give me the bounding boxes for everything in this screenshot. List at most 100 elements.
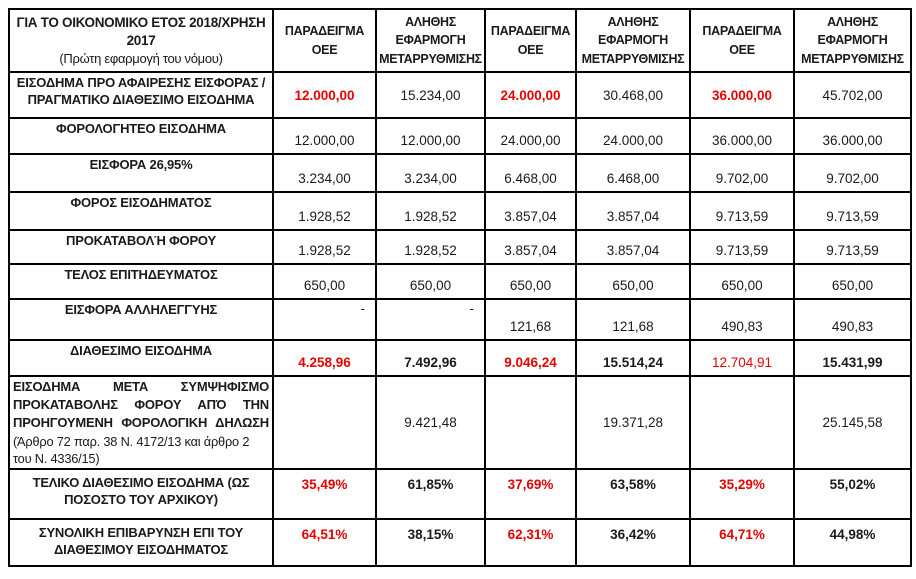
value-cell: 1.928,52 bbox=[272, 191, 377, 231]
value-cell: 650,00 bbox=[375, 263, 486, 300]
value-cell: 9.702,00 bbox=[793, 153, 912, 193]
value-cell: 24.000,00 bbox=[484, 71, 577, 119]
value-cell: 44,98% bbox=[793, 518, 912, 568]
value-cell: 3.234,00 bbox=[272, 153, 377, 193]
value-cell: 36.000,00 bbox=[793, 117, 912, 155]
value-cell: 9.046,24 bbox=[484, 339, 577, 377]
value-cell: 15.514,24 bbox=[575, 339, 691, 377]
row-final-disposable-income-pct: ΤΕΛΙΚΟ ΔΙΑΘΕΣΙΜΟ ΕΙΣΟΔΗΜΑ (ΩΣ ΠΟΣΟΣΤΟ ΤΟ… bbox=[8, 468, 912, 521]
row-income-before-contribution: ΕΙΣΟΔΗΜΑ ΠΡΟ ΑΦΑΙΡΕΣΗΣ ΕΙΣΦΟΡΑΣ /ΠΡΑΓΜΑΤ… bbox=[8, 71, 912, 119]
value-cell: 1.928,52 bbox=[375, 191, 486, 231]
value-cell: 12.000,00 bbox=[375, 117, 486, 155]
row-label: ΕΙΣΟΔΗΜΑ ΠΡΟ ΑΦΑΙΡΕΣΗΣ ΕΙΣΦΟΡΑΣ /ΠΡΑΓΜΑΤ… bbox=[8, 71, 274, 119]
col-header-reform-2: ΑΛΗΘΗΣ ΕΦΑΡΜΟΓΗ ΜΕΤΑΡΡΥΘΜΙΣΗΣ bbox=[575, 8, 691, 73]
value-cell: 7.492,96 bbox=[375, 339, 486, 377]
row-taxable-income: ΦΟΡΟΛΟΓΗΤΕΟ ΕΙΣΟΔΗΜΑ 12.000,00 12.000,00… bbox=[8, 117, 912, 155]
value-cell: 64,71% bbox=[689, 518, 795, 568]
value-cell: 36.000,00 bbox=[689, 71, 795, 119]
value-cell: 9.713,59 bbox=[793, 229, 912, 265]
value-cell: 650,00 bbox=[272, 263, 377, 300]
value-cell: 12.704,91 bbox=[689, 339, 795, 377]
value-cell: 61,85% bbox=[375, 468, 486, 521]
value-cell: 36,42% bbox=[575, 518, 691, 568]
value-cell: 1.928,52 bbox=[272, 229, 377, 265]
value-cell: 24.000,00 bbox=[484, 117, 577, 155]
table-subtitle: (Πρώτη εφαρμογή του νόμου) bbox=[59, 50, 223, 66]
row-label: ΤΕΛΟΣ ΕΠΙΤΗΔΕΥΜΑΤΟΣ bbox=[8, 263, 274, 300]
value-cell: 3.857,04 bbox=[484, 229, 577, 265]
value-cell: 650,00 bbox=[575, 263, 691, 300]
value-cell: 55,02% bbox=[793, 468, 912, 521]
value-cell: 12.000,00 bbox=[272, 117, 377, 155]
row-label: ΔΙΑΘΕΣΙΜΟ ΕΙΣΟΔΗΜΑ bbox=[8, 339, 274, 377]
value-cell: 24.000,00 bbox=[575, 117, 691, 155]
value-cell: 62,31% bbox=[484, 518, 577, 568]
row-label-note: (Άρθρο 72 παρ. 38 Ν. 4172/13 και άρθρο 2… bbox=[13, 433, 250, 467]
value-cell: 36.000,00 bbox=[689, 117, 795, 155]
tax-comparison-table: ΓΙΑ ΤΟ ΟΙΚΟΝΟΜΙΚΟ ΕΤΟΣ 2018/ΧΡΗΣΗ 2017 (… bbox=[8, 8, 912, 568]
value-cell: 63,58% bbox=[575, 468, 691, 521]
value-cell: 121,68 bbox=[575, 298, 691, 341]
value-cell: 19.371,28 bbox=[575, 374, 691, 471]
table-title: ΓΙΑ ΤΟ ΟΙΚΟΝΟΜΙΚΟ ΕΤΟΣ 2018/ΧΡΗΣΗ 2017 bbox=[16, 14, 266, 48]
value-cell: 3.857,04 bbox=[575, 191, 691, 231]
tax-table-page: ΓΙΑ ΤΟ ΟΙΚΟΝΟΜΙΚΟ ΕΤΟΣ 2018/ΧΡΗΣΗ 2017 (… bbox=[8, 8, 912, 568]
value-cell: 9.713,59 bbox=[689, 191, 795, 231]
value-cell: 30.468,00 bbox=[575, 71, 691, 119]
value-cell bbox=[484, 374, 577, 471]
value-cell: 490,83 bbox=[689, 298, 795, 341]
value-cell: 6.468,00 bbox=[484, 153, 577, 193]
value-cell: 37,69% bbox=[484, 468, 577, 521]
col-header-reform-3: ΑΛΗΘΗΣ ΕΦΑΡΜΟΓΗ ΜΕΤΑΡΡΥΘΜΙΣΗΣ bbox=[793, 8, 912, 73]
value-cell: 45.702,00 bbox=[793, 71, 912, 119]
value-cell: 64,51% bbox=[272, 518, 377, 568]
value-cell: 490,83 bbox=[793, 298, 912, 341]
value-cell: 4.258,96 bbox=[272, 339, 377, 377]
row-label-main: ΕΙΣΟΔΗΜΑ ΜΕΤΑ ΣΥΜΨΗΦΙΣΜΟ ΠΡΟΚΑΤΑΒΟΛΗΣ ΦΟ… bbox=[13, 379, 269, 431]
row-label: ΕΙΣΦΟΡΑ ΑΛΛΗΛΕΓΓΥΗΣ bbox=[8, 298, 274, 341]
value-cell bbox=[689, 374, 795, 471]
value-cell: 9.713,59 bbox=[793, 191, 912, 231]
value-cell: 38,15% bbox=[375, 518, 486, 568]
row-contribution-26-95: ΕΙΣΦΟΡΑ 26,95% 3.234,00 3.234,00 6.468,0… bbox=[8, 153, 912, 193]
value-cell: 3.234,00 bbox=[375, 153, 486, 193]
value-cell: 35,29% bbox=[689, 468, 795, 521]
col-header-example-1: ΠΑΡΑΔΕΙΓΜΑ ΟΕΕ bbox=[272, 8, 377, 73]
value-cell: 25.145,58 bbox=[793, 374, 912, 471]
value-cell: 9.713,59 bbox=[689, 229, 795, 265]
value-cell: 650,00 bbox=[689, 263, 795, 300]
table-title-cell: ΓΙΑ ΤΟ ΟΙΚΟΝΟΜΙΚΟ ΕΤΟΣ 2018/ΧΡΗΣΗ 2017 (… bbox=[8, 8, 274, 73]
value-cell: 15.431,99 bbox=[793, 339, 912, 377]
row-tax-prepayment: ΠΡΟΚΑΤΑΒΟΛΉ ΦΟΡΟΥ 1.928,52 1.928,52 3.85… bbox=[8, 229, 912, 265]
value-cell: 3.857,04 bbox=[575, 229, 691, 265]
row-label: ΤΕΛΙΚΟ ΔΙΑΘΕΣΙΜΟ ΕΙΣΟΔΗΜΑ (ΩΣ ΠΟΣΟΣΤΟ ΤΟ… bbox=[8, 468, 274, 521]
row-label: ΠΡΟΚΑΤΑΒΟΛΉ ΦΟΡΟΥ bbox=[8, 229, 274, 265]
row-disposable-income: ΔΙΑΘΕΣΙΜΟ ΕΙΣΟΔΗΜΑ 4.258,96 7.492,96 9.0… bbox=[8, 339, 912, 377]
row-income-tax: ΦΟΡΟΣ ΕΙΣΟΔΗΜΑΤΟΣ 1.928,52 1.928,52 3.85… bbox=[8, 191, 912, 231]
value-cell: 35,49% bbox=[272, 468, 377, 521]
value-cell: 15.234,00 bbox=[375, 71, 486, 119]
row-label: ΣΥΝΟΛΙΚΗ ΕΠΙΒΑΡΥΝΣΗ ΕΠΙ ΤΟΥ ΔΙΑΘΕΣΙΜΟΥ Ε… bbox=[8, 518, 274, 568]
col-header-example-3: ΠΑΡΑΔΕΙΓΜΑ ΟΕΕ bbox=[689, 8, 795, 73]
value-cell: - bbox=[375, 298, 486, 341]
row-income-after-offset: ΕΙΣΟΔΗΜΑ ΜΕΤΑ ΣΥΜΨΗΦΙΣΜΟ ΠΡΟΚΑΤΑΒΟΛΗΣ ΦΟ… bbox=[8, 374, 912, 471]
value-cell bbox=[272, 374, 377, 471]
row-label: ΦΟΡΟΣ ΕΙΣΟΔΗΜΑΤΟΣ bbox=[8, 191, 274, 231]
row-label: ΕΙΣΦΟΡΑ 26,95% bbox=[8, 153, 274, 193]
header-row: ΓΙΑ ΤΟ ΟΙΚΟΝΟΜΙΚΟ ΕΤΟΣ 2018/ΧΡΗΣΗ 2017 (… bbox=[8, 8, 912, 73]
row-label: ΦΟΡΟΛΟΓΗΤΕΟ ΕΙΣΟΔΗΜΑ bbox=[8, 117, 274, 155]
value-cell: 1.928,52 bbox=[375, 229, 486, 265]
value-cell: 9.421,48 bbox=[375, 374, 486, 471]
col-header-reform-1: ΑΛΗΘΗΣ ΕΦΑΡΜΟΓΗ ΜΕΤΑΡΡΥΘΜΙΣΗΣ bbox=[375, 8, 486, 73]
row-total-burden-pct: ΣΥΝΟΛΙΚΗ ΕΠΙΒΑΡΥΝΣΗ ΕΠΙ ΤΟΥ ΔΙΑΘΕΣΙΜΟΥ Ε… bbox=[8, 518, 912, 568]
row-solidarity-contribution: ΕΙΣΦΟΡΑ ΑΛΛΗΛΕΓΓΥΗΣ - - 121,68 121,68 49… bbox=[8, 298, 912, 341]
value-cell: 3.857,04 bbox=[484, 191, 577, 231]
value-cell: - bbox=[272, 298, 377, 341]
value-cell: 650,00 bbox=[793, 263, 912, 300]
row-label: ΕΙΣΟΔΗΜΑ ΜΕΤΑ ΣΥΜΨΗΦΙΣΜΟ ΠΡΟΚΑΤΑΒΟΛΗΣ ΦΟ… bbox=[8, 374, 274, 471]
row-business-levy: ΤΕΛΟΣ ΕΠΙΤΗΔΕΥΜΑΤΟΣ 650,00 650,00 650,00… bbox=[8, 263, 912, 300]
value-cell: 12.000,00 bbox=[272, 71, 377, 119]
value-cell: 121,68 bbox=[484, 298, 577, 341]
value-cell: 6.468,00 bbox=[575, 153, 691, 193]
value-cell: 9.702,00 bbox=[689, 153, 795, 193]
